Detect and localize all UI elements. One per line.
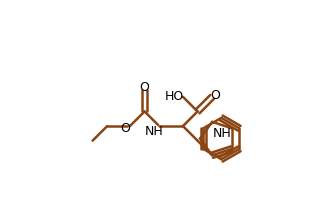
Text: NH: NH: [145, 124, 164, 137]
Text: O: O: [139, 80, 149, 93]
Text: O: O: [210, 89, 220, 102]
Text: NH: NH: [213, 126, 232, 139]
Text: O: O: [120, 122, 131, 135]
Text: HO: HO: [165, 90, 184, 102]
